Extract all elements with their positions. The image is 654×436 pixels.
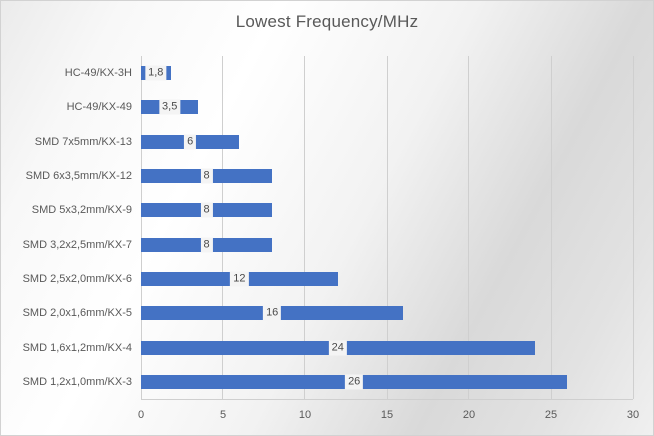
bar-row: SMD 2,5x2,0mm/KX-6 12 <box>23 262 633 296</box>
bar-value-label: 8 <box>200 202 213 218</box>
x-axis: 0 5 10 15 20 25 30 <box>137 399 639 430</box>
bar-row: SMD 1,6x1,2mm/KX-4 24 <box>23 330 633 364</box>
category-label: SMD 2,0x1,6mm/KX-5 <box>22 307 132 320</box>
bar: 26 <box>141 374 568 390</box>
bar-value-label: 24 <box>328 340 347 356</box>
x-tick-label: 20 <box>462 409 476 421</box>
bar-value-label: 8 <box>200 237 213 253</box>
x-tick-label: 0 <box>137 409 145 421</box>
gridline <box>140 56 142 399</box>
bar-row: SMD 7x5mm/KX-13 6 <box>35 125 633 159</box>
bar-value-label: 16 <box>263 305 282 321</box>
bar: 8 <box>141 168 273 184</box>
x-tick-label: 15 <box>380 409 394 421</box>
bar: 16 <box>141 305 404 321</box>
category-label: SMD 1,2x1,0mm/KX-3 <box>22 375 132 388</box>
bar-value-label: 8 <box>200 168 213 184</box>
x-tick-label: 25 <box>544 409 558 421</box>
x-tick-label: 30 <box>626 409 640 421</box>
bar-value-label: 12 <box>230 271 249 287</box>
gridline <box>222 56 224 399</box>
bar-value-label: 1,8 <box>145 65 167 81</box>
category-label: HC-49/KX-49 <box>66 101 132 114</box>
category-label: SMD 7x5mm/KX-13 <box>34 135 132 148</box>
bar-row: HC-49/KX-3H 1,8 <box>65 56 633 90</box>
chart-title: Lowest Frequency/MHz <box>235 12 419 31</box>
bar-rows: HC-49/KX-3H 1,8 HC-49/KX-49 3,5 SMD 7x5mm/KX… <box>23 56 633 399</box>
bar: 3,5 <box>141 99 199 115</box>
plot-area: HC-49/KX-3H 1,8 HC-49/KX-49 3,5 SMD 7x5mm/KX… <box>23 56 639 421</box>
gridline <box>468 56 470 399</box>
bar-row: HC-49/KX-49 3,5 <box>67 90 633 124</box>
bar-value-label: 3,5 <box>159 99 181 115</box>
bar-row: SMD 3,2x2,5mm/KX-7 8 <box>23 227 633 261</box>
category-label: SMD 1,6x1,2mm/KX-4 <box>22 341 132 354</box>
bar: 1,8 <box>141 65 171 81</box>
gridline <box>632 56 634 399</box>
bar-value-label: 6 <box>184 134 197 150</box>
category-label: SMD 5x3,2mm/KX-9 <box>31 204 132 217</box>
category-label: HC-49/KX-3H <box>64 67 132 80</box>
gridline <box>386 56 388 399</box>
gridline <box>550 56 552 399</box>
category-label: SMD 2,5x2,0mm/KX-6 <box>22 272 132 285</box>
bar-value-label: 26 <box>345 374 364 390</box>
x-tick-label: 5 <box>219 409 227 421</box>
bar: 12 <box>141 271 338 287</box>
bar: 24 <box>141 340 535 356</box>
bar-row: SMD 6x3,5mm/KX-12 8 <box>26 159 633 193</box>
bar: 8 <box>141 237 273 253</box>
category-label: SMD 3,2x2,5mm/KX-7 <box>22 238 132 251</box>
x-tick-label: 10 <box>298 409 312 421</box>
bar-row: SMD 5x3,2mm/KX-9 8 <box>32 193 633 227</box>
bar-row: SMD 2,0x1,6mm/KX-5 16 <box>23 296 633 330</box>
bar: 8 <box>141 202 273 218</box>
gridline <box>304 56 306 399</box>
category-label: SMD 6x3,5mm/KX-12 <box>25 170 132 183</box>
bar: 6 <box>141 134 240 150</box>
bar-row: SMD 1,2x1,0mm/KX-3 26 <box>23 365 633 399</box>
